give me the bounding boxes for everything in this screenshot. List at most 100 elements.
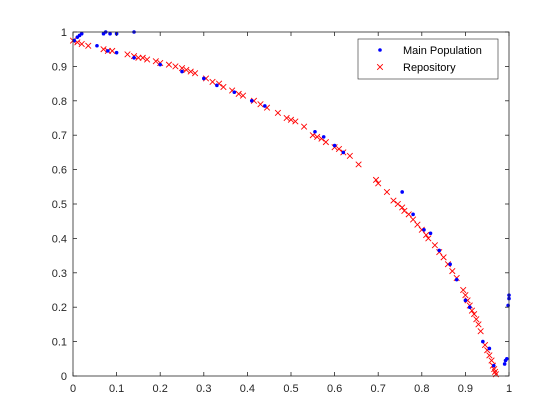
main-population-point bbox=[454, 277, 459, 282]
legend-marker-main-population bbox=[378, 48, 382, 52]
repository-point bbox=[405, 211, 412, 218]
repository-point bbox=[372, 176, 380, 184]
main-population-point bbox=[332, 143, 337, 148]
legend: Main Population Repository bbox=[357, 38, 499, 80]
repository-point bbox=[449, 267, 456, 275]
repository-point bbox=[409, 216, 417, 223]
repository-point bbox=[471, 310, 478, 318]
repository-point bbox=[383, 188, 391, 196]
y-tick-label: 0.7 bbox=[52, 130, 67, 142]
y-tick-label: 0.8 bbox=[52, 96, 67, 108]
repository-point bbox=[462, 292, 469, 299]
repository-point bbox=[78, 40, 85, 48]
repository-point bbox=[144, 56, 151, 63]
x-tick-label: 1 bbox=[506, 383, 512, 395]
main-population-point bbox=[487, 346, 492, 351]
legend-label: Repository bbox=[403, 62, 456, 74]
repository-point bbox=[390, 197, 397, 204]
repository-point bbox=[187, 68, 194, 75]
repository-point bbox=[165, 61, 173, 68]
repository-point bbox=[209, 78, 216, 85]
main-population-point bbox=[215, 83, 219, 88]
repository-point bbox=[440, 254, 447, 261]
main-population-point bbox=[448, 262, 452, 267]
repository-point bbox=[473, 316, 480, 323]
main-population-point bbox=[463, 298, 468, 303]
repository-point bbox=[346, 152, 353, 159]
repository-point bbox=[444, 261, 452, 268]
main-population-point bbox=[232, 90, 237, 94]
main-population-point bbox=[400, 190, 404, 194]
repository-point bbox=[100, 46, 107, 53]
repository-point bbox=[172, 63, 179, 70]
main-population-point bbox=[108, 31, 112, 36]
main-population-point bbox=[428, 231, 433, 236]
main-population-point bbox=[467, 305, 472, 310]
repository-point bbox=[375, 180, 382, 187]
repository-point bbox=[220, 83, 227, 91]
x-tick-label: 0.8 bbox=[414, 383, 429, 395]
main-population-point bbox=[114, 50, 119, 55]
repository-point bbox=[85, 42, 92, 49]
main-population-point bbox=[95, 43, 99, 48]
y-tick-label: 0.1 bbox=[52, 337, 67, 349]
legend-box bbox=[357, 38, 499, 80]
main-population-point bbox=[180, 69, 184, 74]
x-tick-label: 0.5 bbox=[283, 383, 298, 395]
repository-point bbox=[250, 97, 258, 104]
repository-point bbox=[235, 90, 242, 98]
repository-point bbox=[178, 65, 186, 72]
repository-point bbox=[239, 92, 247, 99]
y-tick-label: 0 bbox=[61, 371, 67, 383]
main-population-point bbox=[132, 56, 136, 60]
data-marks bbox=[69, 30, 511, 378]
repository-point bbox=[431, 242, 438, 249]
main-population-point bbox=[263, 104, 267, 108]
repository-point bbox=[414, 221, 421, 228]
repository-point bbox=[460, 286, 467, 294]
main-population-point bbox=[422, 228, 426, 232]
repository-point bbox=[314, 133, 321, 141]
main-population-point bbox=[505, 357, 509, 361]
repository-point bbox=[152, 58, 159, 65]
repository-point bbox=[283, 114, 290, 122]
y-tick-label: 0.5 bbox=[52, 199, 67, 211]
repository-point bbox=[418, 226, 425, 233]
repository-point bbox=[425, 235, 432, 242]
y-tick-label: 1 bbox=[61, 27, 67, 39]
main-population-point bbox=[79, 31, 84, 36]
axis-ticks: 0 0.1 0.2 0.3 0.4 0.5 0.6 0.7 0.8 0.9 1 0 0.1 0.2 0.3 0… bbox=[52, 27, 512, 395]
main-population-point bbox=[249, 99, 254, 103]
main-population-point bbox=[502, 362, 507, 366]
main-population-point bbox=[313, 129, 317, 134]
repository-point bbox=[292, 118, 299, 125]
repository-point bbox=[464, 297, 471, 304]
main-population-point bbox=[437, 248, 442, 253]
repository-point bbox=[394, 200, 401, 208]
repository-point bbox=[335, 145, 343, 153]
plot-area bbox=[73, 32, 509, 376]
main-population-point bbox=[491, 363, 496, 368]
repository-point bbox=[109, 47, 116, 55]
repository-point bbox=[257, 101, 264, 108]
repository-point bbox=[202, 75, 210, 82]
x-tick-label: 0.1 bbox=[109, 383, 124, 395]
repository-point bbox=[355, 161, 362, 168]
legend-label: Main Population bbox=[403, 45, 482, 57]
repository-point bbox=[191, 70, 199, 77]
repository-point bbox=[287, 116, 295, 123]
x-tick-label: 0.6 bbox=[327, 383, 342, 395]
x-tick-label: 0.7 bbox=[371, 383, 386, 395]
main-population-point bbox=[411, 212, 415, 217]
repository-point bbox=[124, 51, 131, 58]
x-tick-label: 0.4 bbox=[240, 383, 255, 395]
x-tick-label: 0.3 bbox=[196, 383, 211, 395]
repository-point bbox=[274, 109, 282, 116]
legend-marker-repository bbox=[376, 63, 384, 71]
repository-point bbox=[401, 207, 408, 214]
y-tick-label: 0.9 bbox=[52, 61, 67, 73]
repository-point bbox=[475, 321, 482, 328]
y-tick-label: 0.4 bbox=[52, 233, 67, 245]
repository-point bbox=[322, 138, 329, 146]
